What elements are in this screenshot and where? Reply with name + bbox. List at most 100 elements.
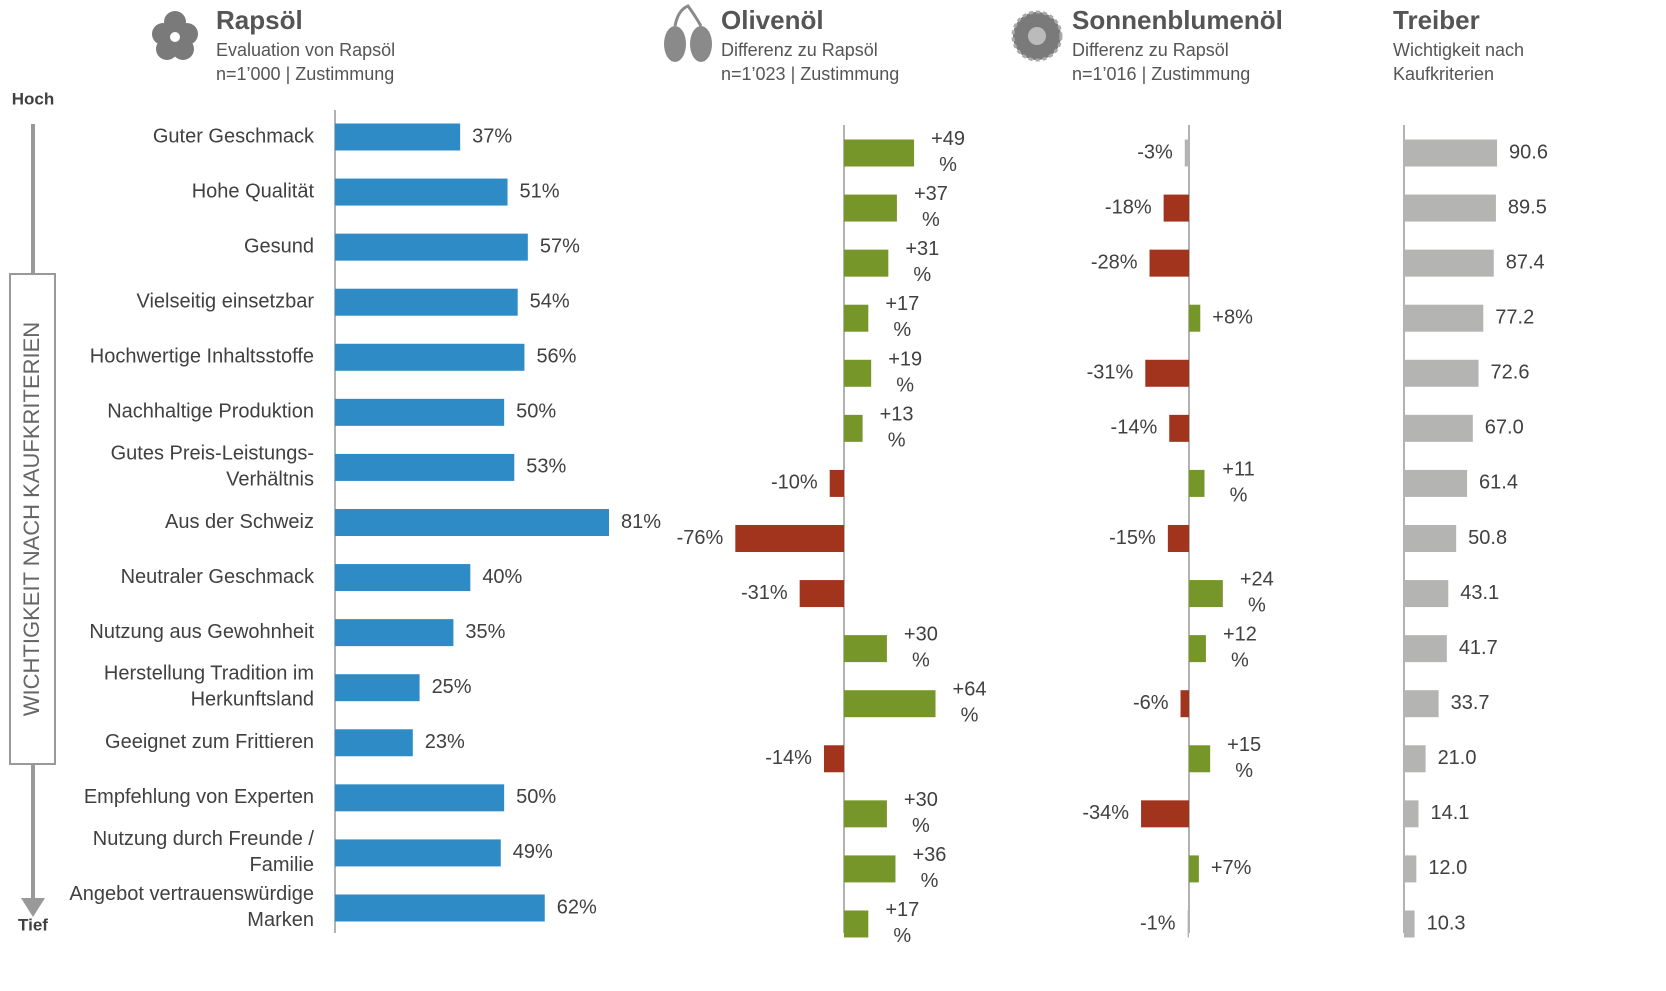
value-label: 43.1 bbox=[1460, 582, 1499, 604]
bar bbox=[1404, 469, 1468, 497]
category-label: Angebot vertrauenswürdige Marken bbox=[69, 883, 314, 931]
arrow-head bbox=[21, 898, 45, 917]
bar bbox=[1149, 249, 1189, 277]
panel-subtitle: Kaufkriterien bbox=[1393, 64, 1494, 84]
bar bbox=[1163, 194, 1189, 222]
value-label: 56% bbox=[536, 346, 576, 368]
bar bbox=[844, 635, 887, 663]
bar bbox=[1404, 800, 1419, 828]
bar bbox=[335, 784, 505, 812]
value-label: +49% bbox=[931, 128, 965, 176]
bar bbox=[844, 359, 872, 387]
value-label: 37% bbox=[472, 125, 512, 147]
value-label: 81% bbox=[621, 511, 661, 533]
bar bbox=[1404, 304, 1484, 332]
value-label: +19% bbox=[888, 349, 922, 397]
bar bbox=[844, 194, 897, 222]
panel-title: Olivenöl bbox=[721, 5, 824, 35]
category-label: Neutraler Geschmack bbox=[121, 566, 315, 588]
bar bbox=[335, 233, 528, 261]
value-label: -6% bbox=[1133, 692, 1169, 714]
bar bbox=[1189, 745, 1211, 773]
bar bbox=[844, 690, 936, 718]
bar bbox=[335, 288, 518, 316]
bar bbox=[844, 910, 869, 938]
value-label: 21.0 bbox=[1438, 747, 1477, 769]
value-label: +30% bbox=[904, 789, 938, 837]
bar bbox=[1145, 359, 1189, 387]
bar bbox=[1189, 580, 1223, 608]
value-label: +17% bbox=[885, 293, 919, 341]
value-label: -14% bbox=[765, 747, 812, 769]
value-label: +37% bbox=[914, 183, 948, 231]
value-label: 54% bbox=[530, 290, 570, 312]
panel-title: Sonnenblumenöl bbox=[1072, 5, 1283, 35]
value-label: -1% bbox=[1140, 912, 1176, 934]
value-label: +15% bbox=[1227, 734, 1261, 782]
value-label: -28% bbox=[1091, 251, 1138, 273]
bar bbox=[1404, 414, 1473, 442]
value-label: 89.5 bbox=[1508, 196, 1547, 218]
category-label: Gutes Preis-Leistungs-Verhältnis bbox=[111, 443, 314, 491]
value-label: 49% bbox=[513, 841, 553, 863]
bar bbox=[1404, 855, 1417, 883]
bar bbox=[1404, 745, 1426, 773]
value-label: 25% bbox=[432, 676, 472, 698]
bar bbox=[844, 414, 863, 442]
side-box bbox=[9, 273, 56, 765]
value-label: +7% bbox=[1211, 857, 1252, 879]
value-label: +11% bbox=[1222, 459, 1254, 507]
value-label: +31% bbox=[905, 238, 939, 286]
value-label: 61.4 bbox=[1479, 472, 1518, 494]
bottom-label: Tief bbox=[18, 915, 48, 934]
bar bbox=[829, 469, 844, 497]
bar bbox=[335, 564, 471, 592]
value-label: +17% bbox=[885, 899, 919, 947]
bar bbox=[1169, 414, 1189, 442]
category-label: Empfehlung von Experten bbox=[84, 786, 314, 808]
value-label: -31% bbox=[1087, 362, 1134, 384]
value-label: +13% bbox=[880, 404, 914, 452]
value-label: -3% bbox=[1137, 141, 1173, 163]
bar bbox=[335, 619, 454, 647]
olive-icon bbox=[664, 4, 712, 62]
bar bbox=[1404, 910, 1415, 938]
bar bbox=[335, 178, 508, 206]
value-label: 77.2 bbox=[1495, 306, 1534, 328]
bar bbox=[335, 729, 413, 757]
bar bbox=[1187, 910, 1189, 938]
panel-subtitle: n=1’000 | Zustimmung bbox=[216, 64, 394, 84]
category-label: Gesund bbox=[244, 235, 314, 257]
value-label: 67.0 bbox=[1485, 417, 1524, 439]
bar bbox=[844, 855, 896, 883]
category-label: Nutzung aus Gewohnheit bbox=[89, 621, 314, 643]
bar bbox=[1404, 580, 1449, 608]
panel-subtitle: n=1’016 | Zustimmung bbox=[1072, 64, 1250, 84]
bar bbox=[735, 524, 844, 552]
bar bbox=[823, 745, 844, 773]
value-label: +64% bbox=[953, 679, 987, 727]
category-label: Aus der Schweiz bbox=[165, 511, 314, 533]
value-label: +24% bbox=[1240, 569, 1274, 617]
category-label: Geeignet zum Frittieren bbox=[105, 731, 314, 753]
sunflower-icon bbox=[1011, 10, 1063, 62]
bar bbox=[844, 139, 915, 167]
panel-title: Rapsöl bbox=[216, 5, 303, 35]
bar bbox=[335, 894, 545, 922]
bar bbox=[844, 249, 889, 277]
value-label: 51% bbox=[520, 180, 560, 202]
top-label: Hoch bbox=[12, 89, 55, 108]
bar bbox=[1404, 690, 1439, 718]
value-label: -76% bbox=[677, 527, 724, 549]
panel-subtitle: Differenz zu Rapsöl bbox=[721, 40, 878, 60]
bar bbox=[335, 343, 525, 371]
bar bbox=[1189, 304, 1201, 332]
bar bbox=[1180, 690, 1189, 718]
category-label: Hohe Qualität bbox=[192, 180, 315, 202]
value-label: 50% bbox=[516, 786, 556, 808]
bar bbox=[335, 123, 461, 151]
bar bbox=[799, 580, 844, 608]
panel-subtitle: Differenz zu Rapsöl bbox=[1072, 40, 1229, 60]
value-label: -14% bbox=[1111, 417, 1158, 439]
value-label: 72.6 bbox=[1491, 362, 1530, 384]
